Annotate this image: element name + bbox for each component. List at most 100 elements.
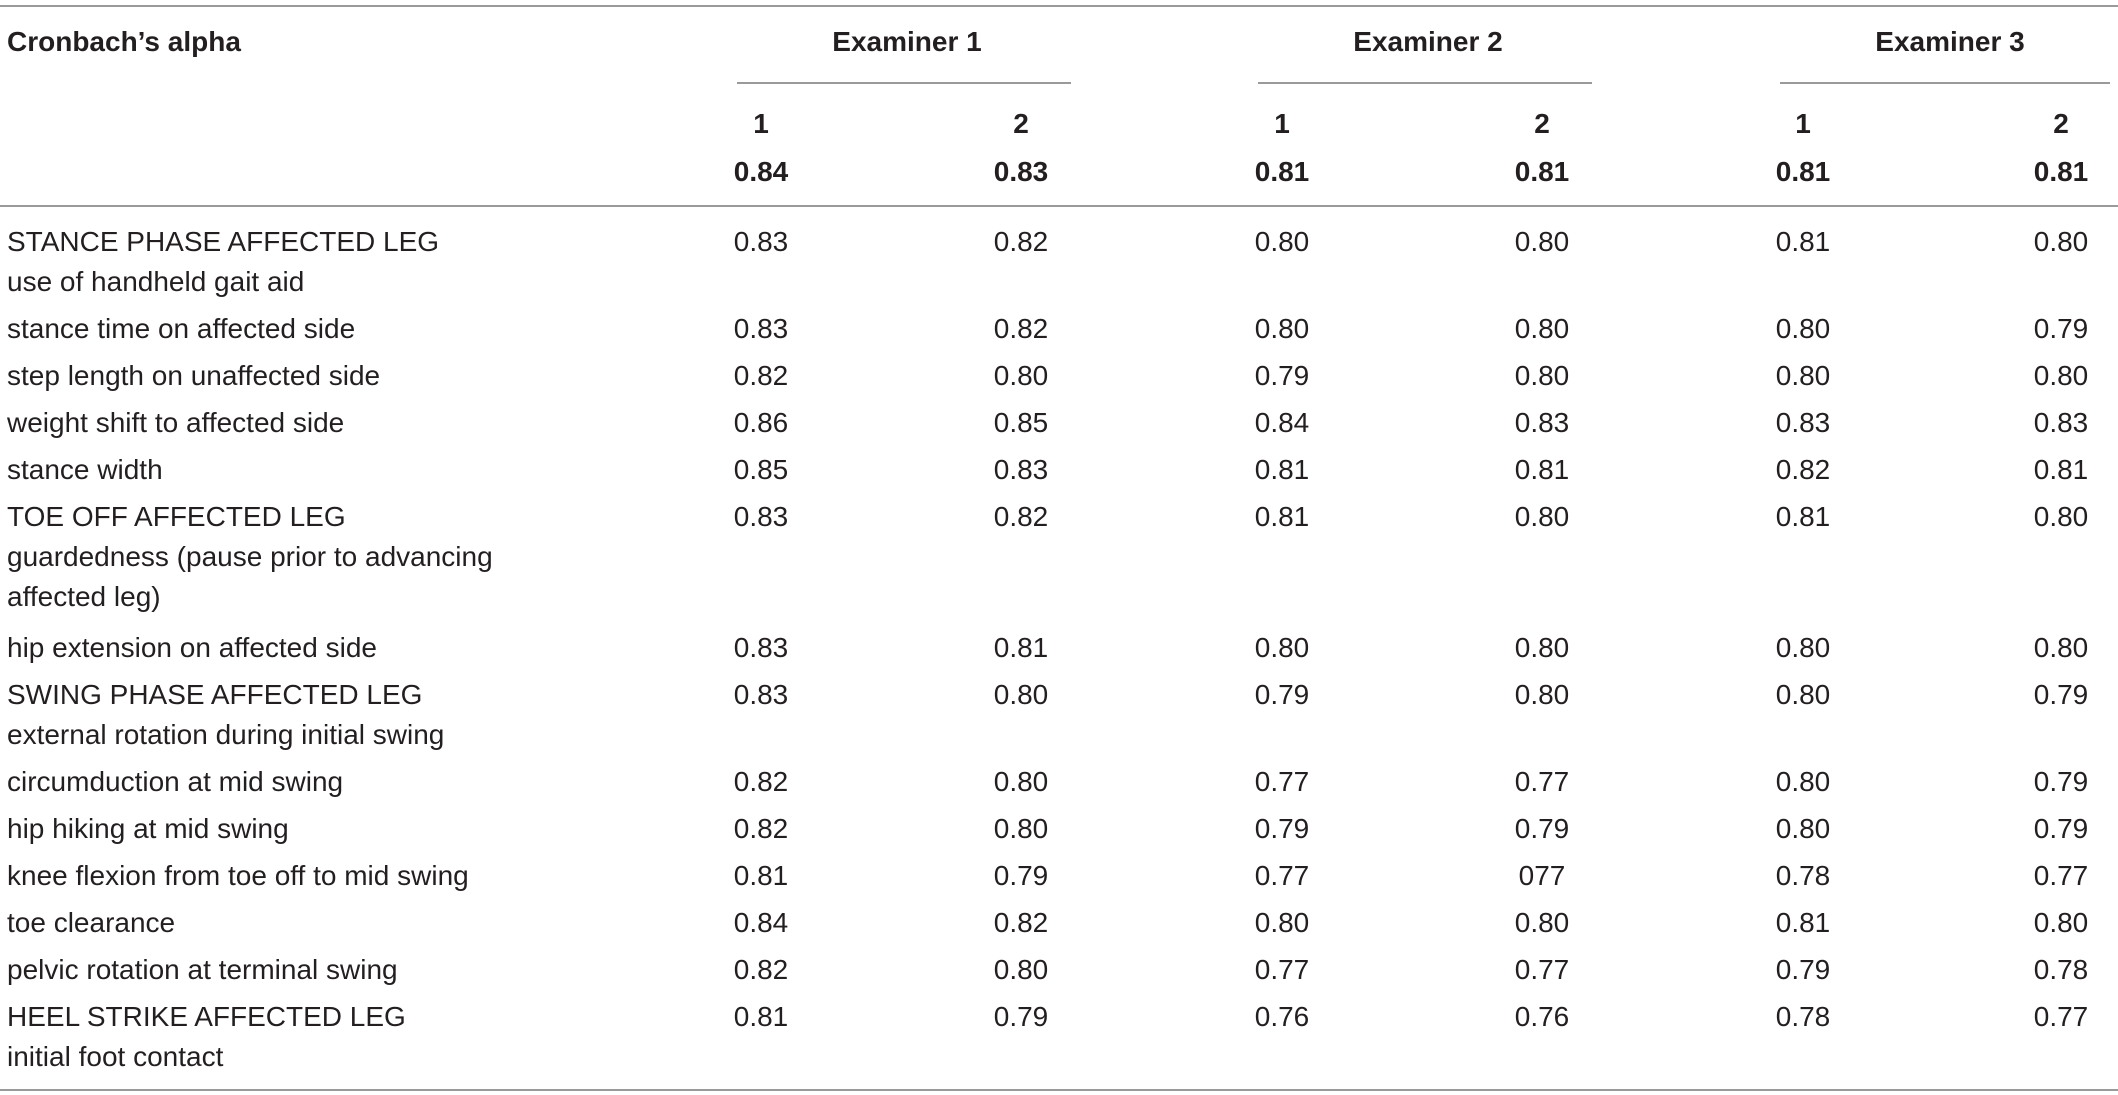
table-cell: 0.83 <box>1514 407 1570 438</box>
table-cell: 0.79 <box>1254 679 1310 710</box>
table-cell: 0.80 <box>1254 632 1310 663</box>
table-cell: 0.80 <box>1775 360 1831 391</box>
table-cell: 0.84 <box>733 907 789 938</box>
table-cell: 0.78 <box>2033 954 2089 985</box>
table-cell: 0.82 <box>993 226 1049 257</box>
session-label-e1-1: 1 <box>753 108 769 139</box>
table-cell: 0.81 <box>1254 454 1310 485</box>
table-cell: 0.82 <box>733 813 789 844</box>
table-cell: 0.80 <box>1514 501 1570 532</box>
table-cell: 0.79 <box>2033 679 2089 710</box>
table-cell: 0.76 <box>1514 1001 1570 1032</box>
table-cell: 0.81 <box>993 632 1049 663</box>
session-label-e2-1: 1 <box>1274 108 1290 139</box>
row-label-line: stance width <box>7 454 163 485</box>
group-underline-examiner-1 <box>737 82 1071 84</box>
row-label-line: external rotation during initial swing <box>7 719 445 750</box>
row-label: circumduction at mid swing <box>7 762 527 802</box>
row-label-line: use of handheld gait aid <box>7 266 305 297</box>
table-cell: 0.83 <box>2033 407 2089 438</box>
row-label-line: TOE OFF AFFECTED LEG <box>7 501 346 532</box>
table-cell: 0.79 <box>2033 766 2089 797</box>
row-label: STANCE PHASE AFFECTED LEG use of handheld… <box>7 222 527 302</box>
table-cell: 0.81 <box>1514 454 1570 485</box>
table-cell: 0.76 <box>1254 1001 1310 1032</box>
table-cell: 0.80 <box>1514 226 1570 257</box>
row-label: weight shift to affected side <box>7 403 527 443</box>
table-cell: 0.80 <box>1775 766 1831 797</box>
table-cell: 0.79 <box>1254 360 1310 391</box>
table-cell: 0.81 <box>1254 501 1310 532</box>
row-label-line: initial foot contact <box>7 1041 224 1072</box>
table-cell: 0.80 <box>1254 226 1310 257</box>
table-cell: 0.80 <box>993 679 1049 710</box>
group-header-examiner-1: Examiner 1 <box>832 26 982 57</box>
table-cell: 0.82 <box>733 954 789 985</box>
group-underline-examiner-3 <box>1780 82 2110 84</box>
table-top-rule <box>0 5 2118 7</box>
table-cell: 0.80 <box>2033 226 2089 257</box>
table-cell: 0.78 <box>1775 1001 1831 1032</box>
table-cell: 0.80 <box>2033 501 2089 532</box>
session-label-e3-1: 1 <box>1795 108 1811 139</box>
table-cell: 0.82 <box>733 360 789 391</box>
row-label-line: STANCE PHASE AFFECTED LEG <box>7 226 440 257</box>
row-label-line: affected leg) <box>7 581 161 612</box>
row-label: TOE OFF AFFECTED LEG guardedness (pause p… <box>7 497 527 617</box>
row-label-line: toe clearance <box>7 907 176 938</box>
row-label-line: HEEL STRIKE AFFECTED LEG <box>7 1001 406 1032</box>
overall-alpha-e1-1: 0.84 <box>733 156 789 187</box>
row-label-line: weight shift to affected side <box>7 407 345 438</box>
table-cell: 0.77 <box>2033 1001 2089 1032</box>
table-header-rule <box>0 205 2118 207</box>
table-cell: 0.80 <box>993 813 1049 844</box>
table-cell: 0.81 <box>2033 454 2089 485</box>
table-cell: 0.81 <box>1775 907 1831 938</box>
table-bottom-rule <box>0 1089 2118 1091</box>
row-label-line: hip hiking at mid swing <box>7 813 289 844</box>
overall-alpha-e1-2: 0.83 <box>993 156 1049 187</box>
table-cell: 0.81 <box>1775 226 1831 257</box>
table-cell: 0.84 <box>1254 407 1310 438</box>
table-cell: 0.86 <box>733 407 789 438</box>
overall-alpha-e2-1: 0.81 <box>1254 156 1310 187</box>
table-cell: 0.79 <box>993 860 1049 891</box>
table-cell: 0.80 <box>1254 313 1310 344</box>
row-label: toe clearance <box>7 903 527 943</box>
row-label: stance width <box>7 450 527 490</box>
row-label: stance time on affected side <box>7 309 527 349</box>
row-label: hip extension on affected side <box>7 628 527 668</box>
table-cell: 0.77 <box>1514 954 1570 985</box>
row-label-line: hip extension on affected side <box>7 632 377 663</box>
table-cell: 0.80 <box>993 766 1049 797</box>
row-label: pelvic rotation at terminal swing <box>7 950 527 990</box>
table-cell: 0.80 <box>1514 679 1570 710</box>
table-cell: 0.80 <box>1775 313 1831 344</box>
row-label-line: SWING PHASE AFFECTED LEG <box>7 679 423 710</box>
row-label-line: pelvic rotation at terminal swing <box>7 954 398 985</box>
overall-alpha-e2-2: 0.81 <box>1514 156 1570 187</box>
group-header-examiner-2: Examiner 2 <box>1353 26 1503 57</box>
table-cell: 0.83 <box>1775 407 1831 438</box>
session-label-e3-2: 2 <box>2053 108 2069 139</box>
table-cell: 0.79 <box>2033 313 2089 344</box>
row-label-line: step length on unaffected side <box>7 360 381 391</box>
table-cell: 0.78 <box>1775 860 1831 891</box>
table-cell: 0.80 <box>1514 907 1570 938</box>
table-cell: 0.85 <box>993 407 1049 438</box>
table-cell: 0.77 <box>2033 860 2089 891</box>
row-label-line: stance time on affected side <box>7 313 356 344</box>
table-header-title: Cronbach’s alpha <box>7 26 241 57</box>
table-cell: 0.80 <box>1514 632 1570 663</box>
table-cell: 0.83 <box>733 313 789 344</box>
row-label: SWING PHASE AFFECTED LEG external rotatio… <box>7 675 527 755</box>
group-header-examiner-3: Examiner 3 <box>1875 26 2025 57</box>
table-cell: 0.80 <box>1775 632 1831 663</box>
table-cell: 0.80 <box>1775 679 1831 710</box>
table-cell: 0.81 <box>733 860 789 891</box>
table-cell: 0.77 <box>1254 766 1310 797</box>
row-label: HEEL STRIKE AFFECTED LEG initial foot con… <box>7 997 527 1077</box>
table-cell: 0.79 <box>993 1001 1049 1032</box>
table-cell: 0.80 <box>2033 632 2089 663</box>
